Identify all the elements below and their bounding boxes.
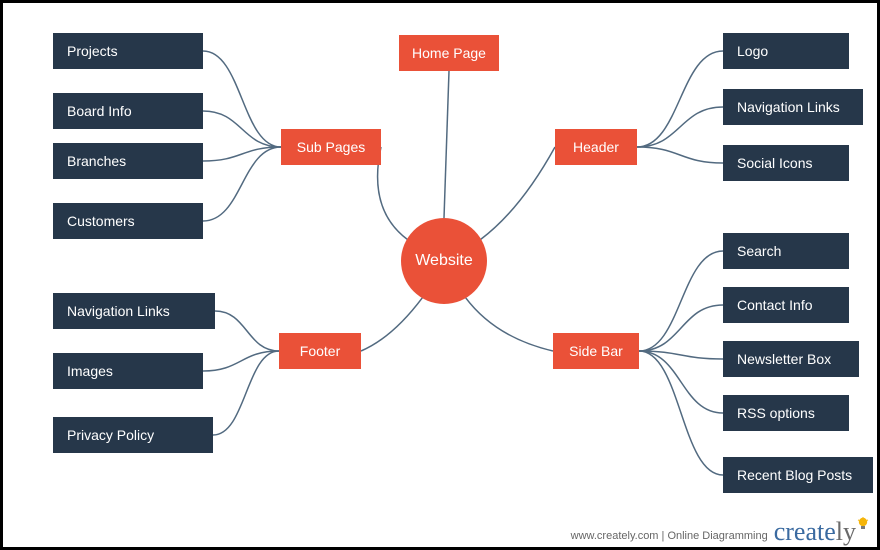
node-socialicons: Social Icons bbox=[723, 145, 849, 181]
node-homepage: Home Page bbox=[399, 35, 499, 71]
footer-tagline: www.creately.com | Online Diagramming bbox=[571, 530, 768, 542]
node-privacy: Privacy Policy bbox=[53, 417, 213, 453]
node-logo: Logo bbox=[723, 33, 849, 69]
node-navlinks1: Navigation Links bbox=[723, 89, 863, 125]
node-website: Website bbox=[401, 218, 487, 304]
node-images: Images bbox=[53, 353, 203, 389]
node-customers: Customers bbox=[53, 203, 203, 239]
node-boardinfo: Board Info bbox=[53, 93, 203, 129]
node-newsletter: Newsletter Box bbox=[723, 341, 859, 377]
node-recentposts: Recent Blog Posts bbox=[723, 457, 873, 493]
node-subpages: Sub Pages bbox=[281, 129, 381, 165]
node-rss: RSS options bbox=[723, 395, 849, 431]
brand-part-a: create bbox=[774, 519, 836, 545]
node-sidebar: Side Bar bbox=[553, 333, 639, 369]
node-search: Search bbox=[723, 233, 849, 269]
node-contactinfo: Contact Info bbox=[723, 287, 849, 323]
brand-part-b: ly bbox=[836, 519, 856, 545]
node-navlinks2: Navigation Links bbox=[53, 293, 215, 329]
node-footer: Footer bbox=[279, 333, 361, 369]
lightbulb-icon bbox=[857, 517, 869, 533]
footer-attribution: www.creately.com | Online Diagramming cr… bbox=[571, 519, 869, 545]
node-projects: Projects bbox=[53, 33, 203, 69]
node-header: Header bbox=[555, 129, 637, 165]
node-branches: Branches bbox=[53, 143, 203, 179]
brand-logo: creately bbox=[774, 519, 869, 545]
